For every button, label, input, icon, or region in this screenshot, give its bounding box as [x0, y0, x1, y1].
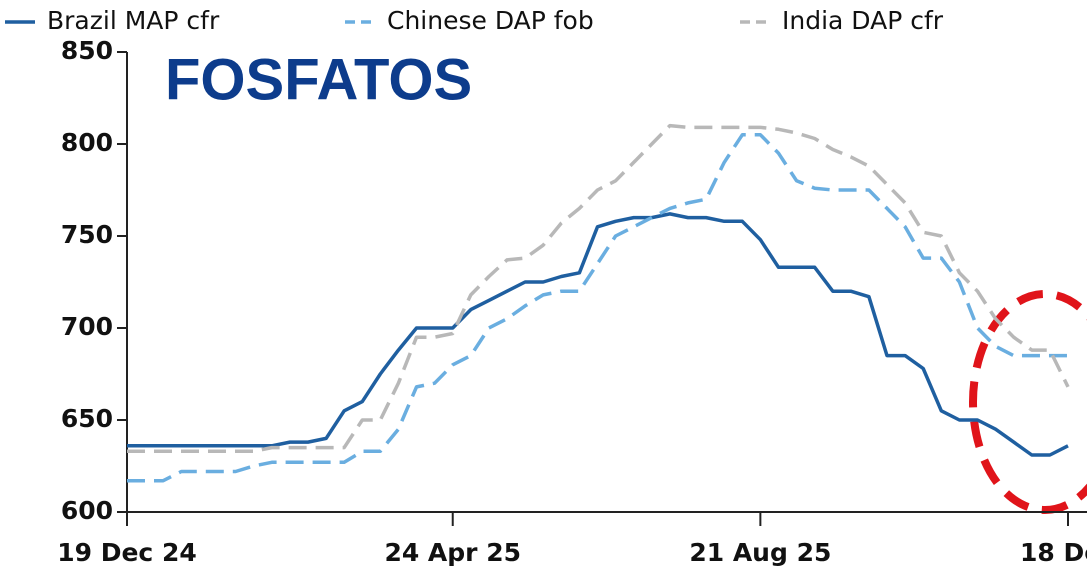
- y-tick-label: 850: [61, 36, 113, 65]
- x-tick-label: 19 Dec 24: [57, 538, 197, 567]
- legend-label: Brazil MAP cfr: [47, 6, 220, 35]
- chart-title: FOSFATOS: [165, 47, 472, 112]
- y-tick-label: 750: [61, 220, 113, 249]
- series-line: [127, 133, 1068, 483]
- series-line: [127, 123, 1070, 454]
- y-tick-label: 800: [61, 128, 113, 157]
- y-tick-label: 600: [61, 496, 113, 525]
- x-tick-label: 18 Dec: [1020, 538, 1087, 567]
- legend-label: India DAP cfr: [782, 6, 944, 35]
- series-line: [127, 212, 1069, 457]
- x-tick-label: 21 Aug 25: [689, 538, 831, 567]
- legend-label: Chinese DAP fob: [387, 6, 594, 35]
- y-tick-label: 650: [61, 404, 113, 433]
- y-tick-label: 700: [61, 312, 113, 341]
- x-tick-label: 24 Apr 25: [384, 538, 521, 567]
- highlight-circle: [969, 290, 1087, 514]
